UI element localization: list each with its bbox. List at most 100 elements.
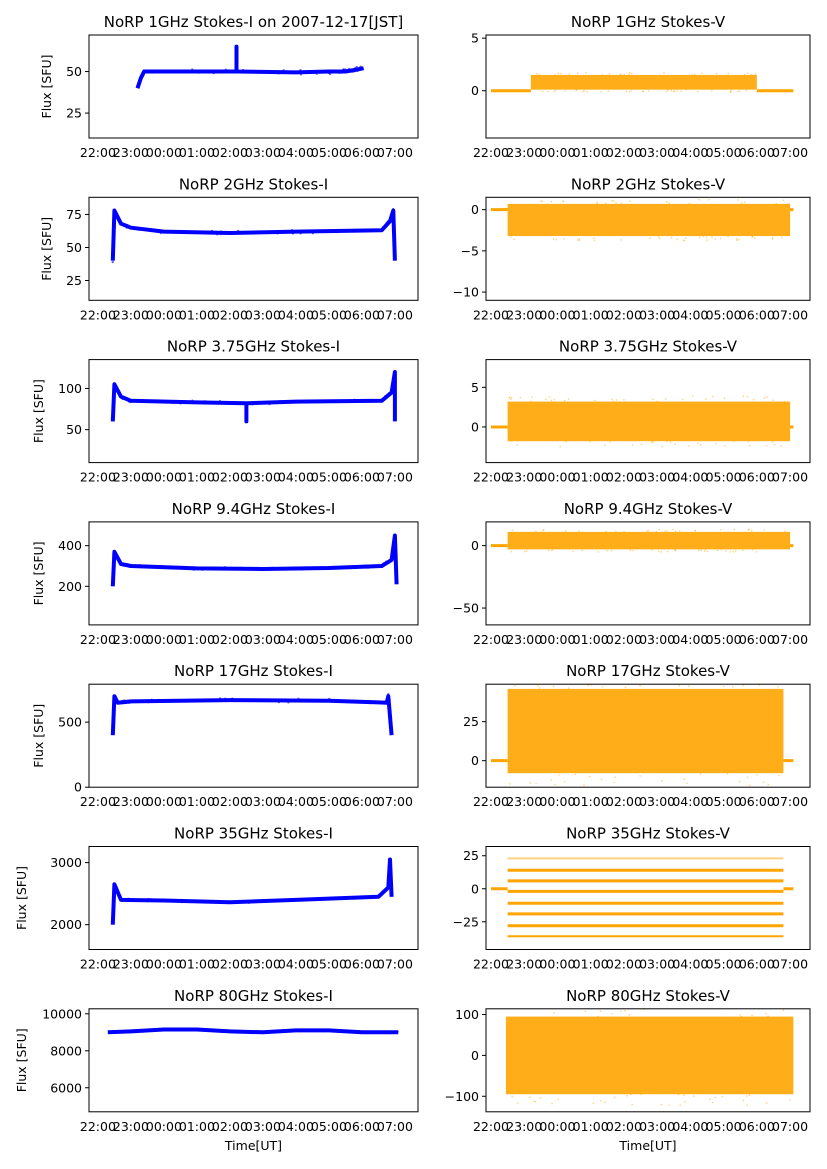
data-point: [751, 235, 754, 238]
y-tick-label: 100: [58, 381, 82, 396]
data-point: [137, 565, 140, 568]
data-point: [744, 201, 746, 204]
data-point: [383, 889, 386, 892]
data-point: [124, 1030, 128, 1034]
data-point: [113, 556, 116, 559]
data-point: [386, 220, 390, 223]
data-point: [514, 684, 516, 687]
data-point: [729, 551, 731, 553]
data-point: [727, 235, 729, 238]
data-point: [631, 1103, 634, 1106]
data-point: [582, 91, 584, 93]
data-point: [217, 70, 221, 73]
x-tick-label: 06:00: [739, 307, 775, 322]
subplot-6: 0 5 22:0023:0000:0001:0002:0003:0004:0005:…: [471, 338, 811, 485]
data-point: [748, 444, 751, 447]
data-point: [752, 548, 754, 551]
stokes-i-series: [110, 533, 399, 587]
data-point: [232, 70, 236, 73]
data-layer: [490, 198, 794, 242]
data-point: [608, 73, 611, 75]
data-point: [722, 1007, 724, 1009]
data-point: [735, 550, 737, 552]
data-point: [386, 1030, 390, 1033]
data-point: [392, 208, 395, 211]
x-tick-label: 01:00: [573, 307, 609, 322]
data-point: [745, 1095, 748, 1097]
data-point: [351, 70, 354, 73]
x-tick-label: 07:00: [377, 145, 413, 160]
data-point: [647, 89, 650, 92]
x-tick-label: 23:00: [506, 1119, 542, 1134]
x-tick-label: 03:00: [639, 307, 675, 322]
x-tick-label: 22:00: [80, 957, 116, 972]
data-point: [380, 892, 384, 896]
data-point: [141, 72, 145, 76]
data-point: [676, 238, 678, 240]
data-point: [592, 1102, 595, 1104]
data-point: [611, 398, 613, 401]
data-point: [138, 79, 141, 82]
data-point: [733, 440, 735, 443]
data-point: [390, 216, 393, 219]
data-point: [189, 1028, 193, 1031]
data-point: [299, 68, 302, 72]
data-point: [551, 1102, 553, 1105]
data-point: [174, 1027, 178, 1031]
y-tick-label: 50: [66, 240, 82, 255]
data-point: [683, 1094, 685, 1096]
x-tick-label: 01:00: [179, 632, 215, 647]
data-point: [113, 216, 116, 220]
data-point: [385, 888, 388, 892]
x-tick-label: 06:00: [344, 470, 380, 485]
data-point: [529, 782, 531, 784]
axes-frame: [88, 683, 419, 788]
x-tick-label: 03:00: [245, 632, 281, 647]
data-point: [392, 379, 395, 382]
data-point: [235, 53, 238, 56]
data-point: [339, 700, 342, 703]
y-tick-label: 25: [463, 714, 479, 729]
data-point: [293, 1029, 296, 1033]
data-point: [523, 550, 526, 553]
x-tick-label: 03:00: [639, 145, 675, 160]
data-point: [721, 1095, 724, 1098]
x-tick-label: 05:00: [706, 145, 742, 160]
data-point: [112, 712, 115, 716]
data-point: [697, 442, 699, 445]
data-point: [128, 398, 131, 401]
data-point: [391, 381, 395, 385]
y-tick-label: −5: [461, 243, 479, 258]
x-tick-label: 03:00: [245, 1119, 281, 1134]
x-tick-label: 07:00: [377, 470, 413, 485]
data-point: [381, 564, 384, 568]
data-point: [547, 90, 549, 93]
data-point: [302, 899, 305, 902]
data-point: [782, 199, 785, 202]
x-axis-label: Time[UT]: [224, 1138, 282, 1153]
axes-frame: [88, 34, 419, 139]
data-point: [557, 1098, 559, 1101]
data-point: [201, 568, 204, 571]
x-tick-label: 04:00: [672, 794, 708, 809]
data-point: [325, 399, 329, 403]
data-point: [508, 396, 511, 399]
data-point: [630, 1093, 632, 1096]
x-tick-label: 02:00: [212, 794, 248, 809]
data-point: [212, 71, 215, 75]
x-tick-label: 22:00: [473, 1119, 509, 1134]
stokes-i-series: [110, 208, 397, 261]
y-tick-label: 3000: [50, 855, 82, 870]
data-point: [115, 387, 118, 391]
data-point: [509, 783, 512, 785]
data-point: [694, 529, 697, 532]
data-point: [169, 900, 172, 903]
x-axis-label: Time[UT]: [618, 1138, 676, 1153]
data-point: [593, 237, 595, 239]
x-tick-label: 01:00: [573, 632, 609, 647]
data-point: [620, 1010, 622, 1013]
data-point: [387, 392, 391, 395]
data-point: [387, 881, 390, 885]
data-point: [575, 89, 578, 92]
data-point: [553, 783, 556, 786]
